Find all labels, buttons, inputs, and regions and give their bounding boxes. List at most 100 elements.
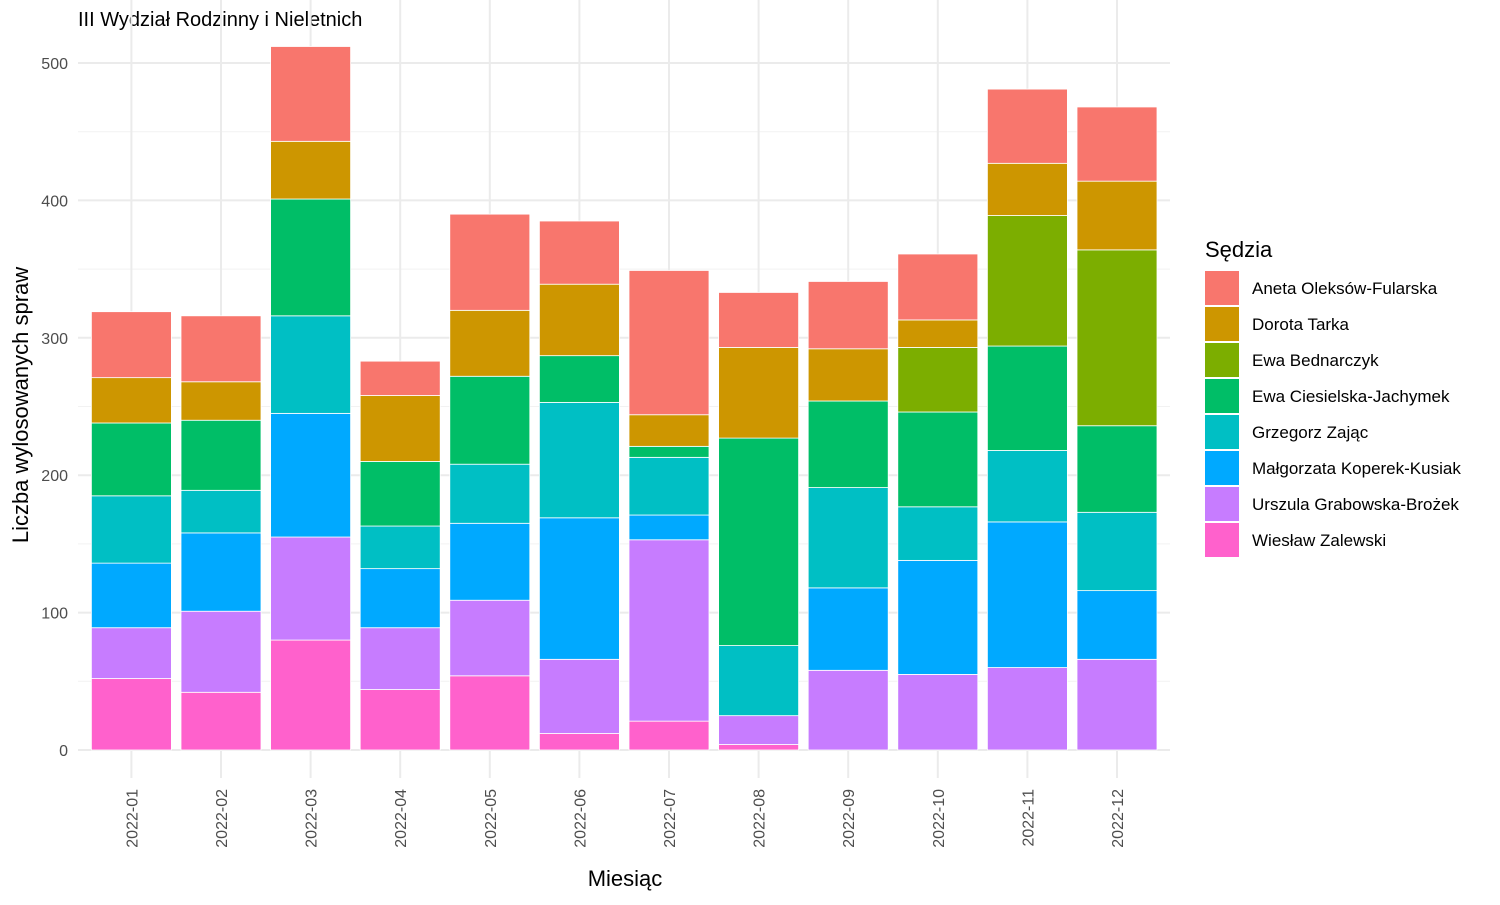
bar-segment [718,437,799,646]
bar-segment [270,198,352,317]
legend-label: Ewa Ciesielska-Jachymek [1252,387,1450,406]
legend-swatch [1205,451,1239,485]
bar-segment [807,669,889,751]
bar-segment [359,525,441,570]
bar-segment [987,667,1068,751]
x-axis-label: Miesiąc [588,866,663,891]
legend-label: Urszula Grabowska-Brożek [1252,495,1459,514]
legend-label: Aneta Oleksów-Fularska [1252,279,1438,298]
bar-segment [628,720,710,751]
legend-swatch [1205,415,1239,449]
bar-segment [628,270,710,416]
y-tick-label: 400 [41,193,68,210]
bar-segment [270,536,352,641]
bar-segment [987,162,1068,216]
legend-swatch [1205,379,1239,413]
legend-swatch [1205,271,1239,305]
bar-segment [359,627,441,690]
x-tick-label: 2022-05 [483,789,500,848]
bar-segment [539,283,620,357]
bar-segment [807,587,889,671]
bar-segment [449,599,531,677]
y-tick-label: 300 [41,331,68,348]
x-tick-label: 2022-01 [124,789,141,848]
bar-segment [539,733,620,751]
x-tick-label: 2022-03 [304,789,321,848]
bar-segment [987,88,1068,164]
bar-segment [807,487,889,589]
bar-segment [180,489,262,534]
bar-segment [180,419,262,491]
bar-segment [897,347,979,413]
bar-segment [718,347,799,439]
x-tick-label: 2022-04 [393,789,410,848]
bar-segment [987,521,1068,668]
bar-segment [539,517,620,660]
bar-segment [628,514,710,541]
bar-segment [449,522,531,601]
legend-swatch [1205,343,1239,377]
bar-segment [270,46,352,142]
bar-segment [628,456,710,516]
bar-segment [1076,106,1158,182]
legend-label: Ewa Bednarczyk [1252,351,1379,370]
x-tick-label: 2022-07 [662,789,679,848]
legend-label: Grzegorz Zając [1252,423,1369,442]
bar-segment [91,562,172,629]
bar-segment [359,360,441,396]
bar-segment [897,506,979,561]
bar-segment [718,292,799,348]
x-tick-label: 2022-02 [214,789,231,848]
bar-segment [628,445,710,458]
y-axis-label: Liczba wylosowanych spraw [8,267,33,543]
bar-segment [449,375,531,465]
bar-segment [987,450,1068,523]
bar-segment [539,355,620,403]
bar-segment [449,309,531,377]
bar-segment [1076,658,1158,751]
y-tick-label: 500 [41,56,68,73]
bar-segment [359,461,441,527]
bar-segment [270,639,352,751]
bar-segment [449,463,531,524]
bar-segment [807,400,889,488]
bar-segment [539,658,620,734]
bar-segment [180,381,262,421]
bar-segment [449,213,531,311]
bar-segment [539,220,620,285]
bar-segment [1076,180,1158,251]
bar-segment [1076,425,1158,513]
legend-label: Dorota Tarka [1252,315,1350,334]
bar-segment [539,401,620,519]
bar-segment [449,675,531,751]
bar-segment [1076,511,1158,592]
bar-segment [807,348,889,402]
bar-segment [180,610,262,693]
bar-segment [987,345,1068,451]
bar-segment [628,414,710,447]
x-tick-label: 2022-10 [931,789,948,848]
bars [91,46,1158,751]
x-tick-label: 2022-12 [1110,789,1127,848]
legend-label: Małgorzata Koperek-Kusiak [1252,459,1461,478]
axes: 0 100 200 300 400 500 2022-01 2022-02 2022-03 202… [41,56,1127,848]
bar-segment [628,539,710,722]
bar-segment [91,377,172,424]
bar-segment [91,495,172,564]
legend: Sędzia Aneta Oleksów-Fularska Dorota Tark… [1205,237,1461,557]
bar-segment [1076,590,1158,660]
bar-segment [987,215,1068,347]
bar-segment [718,645,799,717]
legend-swatch [1205,487,1239,521]
bar-segment [897,319,979,348]
x-tick-label: 2022-08 [752,789,769,848]
y-tick-label: 0 [59,743,68,760]
x-tick-label: 2022-06 [572,789,589,848]
bar-segment [91,311,172,379]
legend-swatch [1205,307,1239,341]
bar-segment [180,315,262,383]
bar-segment [1076,249,1158,427]
bar-segment [897,674,979,751]
bar-segment [180,691,262,751]
